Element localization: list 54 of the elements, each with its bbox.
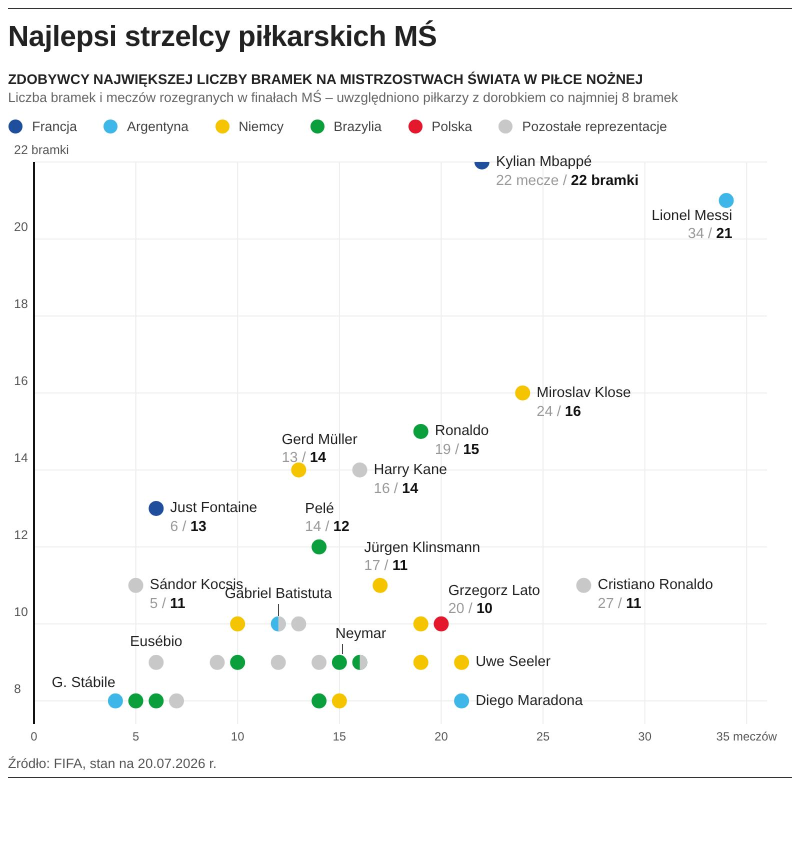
legend-label: Niemcy	[238, 118, 284, 134]
annotation: Just Fontaine	[170, 500, 258, 516]
legend-label: Pozostałe reprezentacje	[522, 118, 667, 134]
legend-label: Polska	[432, 118, 472, 134]
annotation: 24 / 16	[536, 404, 582, 420]
annotation: Miroslav Klose	[536, 384, 631, 401]
y-tick-label: 20	[14, 220, 28, 234]
x-tick-label: 10	[230, 730, 245, 744]
annotation: Gerd Müller	[282, 432, 358, 448]
annotation: Jürgen Klinsmann	[364, 540, 480, 556]
y-tick-label: 8	[14, 682, 21, 696]
annotation: Eusébio	[130, 634, 182, 650]
x-tick-label: 20	[434, 730, 448, 744]
annotation: 27 / 11	[598, 596, 642, 612]
annotation: Ronaldo	[434, 423, 489, 440]
x-tick-label: 0	[30, 730, 38, 744]
annotation: 5 / 11	[150, 596, 186, 612]
y-tick-label: 16	[14, 374, 28, 388]
annotation: 22 mecze / 22 bramki	[496, 173, 639, 189]
chart-subtitle: ZDOBYWCY NAJWIĘKSZEJ LICZBY BRAMEK NA MISTRZOSTWACH ŚWIATA W PIŁCE NOŻNEJ	[8, 71, 644, 87]
annotation: Uwe Seeler	[476, 654, 551, 670]
x-tick-label: 30	[638, 730, 652, 744]
legend-label: Francja	[32, 118, 78, 134]
x-tick-label: 35 meczów	[716, 730, 778, 744]
text: Źródło: FIFA, stan na 20.07.2026 r.	[8, 756, 792, 778]
annotation: G. Stábile	[52, 674, 116, 691]
annotation: 17 / 11	[364, 558, 408, 574]
annotation: Diego Maradona	[476, 692, 583, 709]
annotation: Cristiano Ronaldo	[598, 577, 714, 594]
x-tick-label: 15	[332, 730, 346, 744]
y-tick-label: 14	[14, 450, 28, 465]
annotation: 34 / 21	[688, 226, 732, 242]
y-tick-label: 18	[14, 296, 28, 311]
y-tick-label: 22 bramki	[14, 143, 69, 157]
annotation: Harry Kane	[374, 462, 448, 478]
annotation: Pelé	[305, 500, 334, 517]
annotation: 20 / 10	[448, 600, 493, 617]
legend-label: Argentyna	[127, 118, 189, 134]
legend-label: Brazylia	[334, 118, 382, 134]
annotation: 19 / 15	[434, 442, 480, 458]
annotation: 14 / 12	[305, 518, 350, 535]
annotation: 16 / 14	[374, 480, 418, 497]
annotation: Grzegorz Lato	[448, 582, 540, 599]
annotation: 6 / 13	[170, 519, 206, 536]
text: Liczba bramek i meczów rozegranych w finałach MŚ – uwzględniono piłkarzy z dorobkiem co najmniej 8 bramek	[8, 90, 680, 105]
annotation: 13 / 14	[282, 450, 326, 466]
x-tick-label: 5	[132, 730, 140, 744]
annotation: Kylian Mbappé	[496, 154, 592, 170]
x-tick-label: 25	[536, 730, 550, 744]
y-tick-label: 12	[14, 528, 28, 542]
y-tick-label: 10	[14, 604, 28, 619]
chart-title: Najlepsi strzelcy piłkarskich MŚ	[8, 21, 438, 55]
annotation: Lionel Messi	[652, 208, 732, 224]
annotation: Neymar	[335, 626, 386, 642]
